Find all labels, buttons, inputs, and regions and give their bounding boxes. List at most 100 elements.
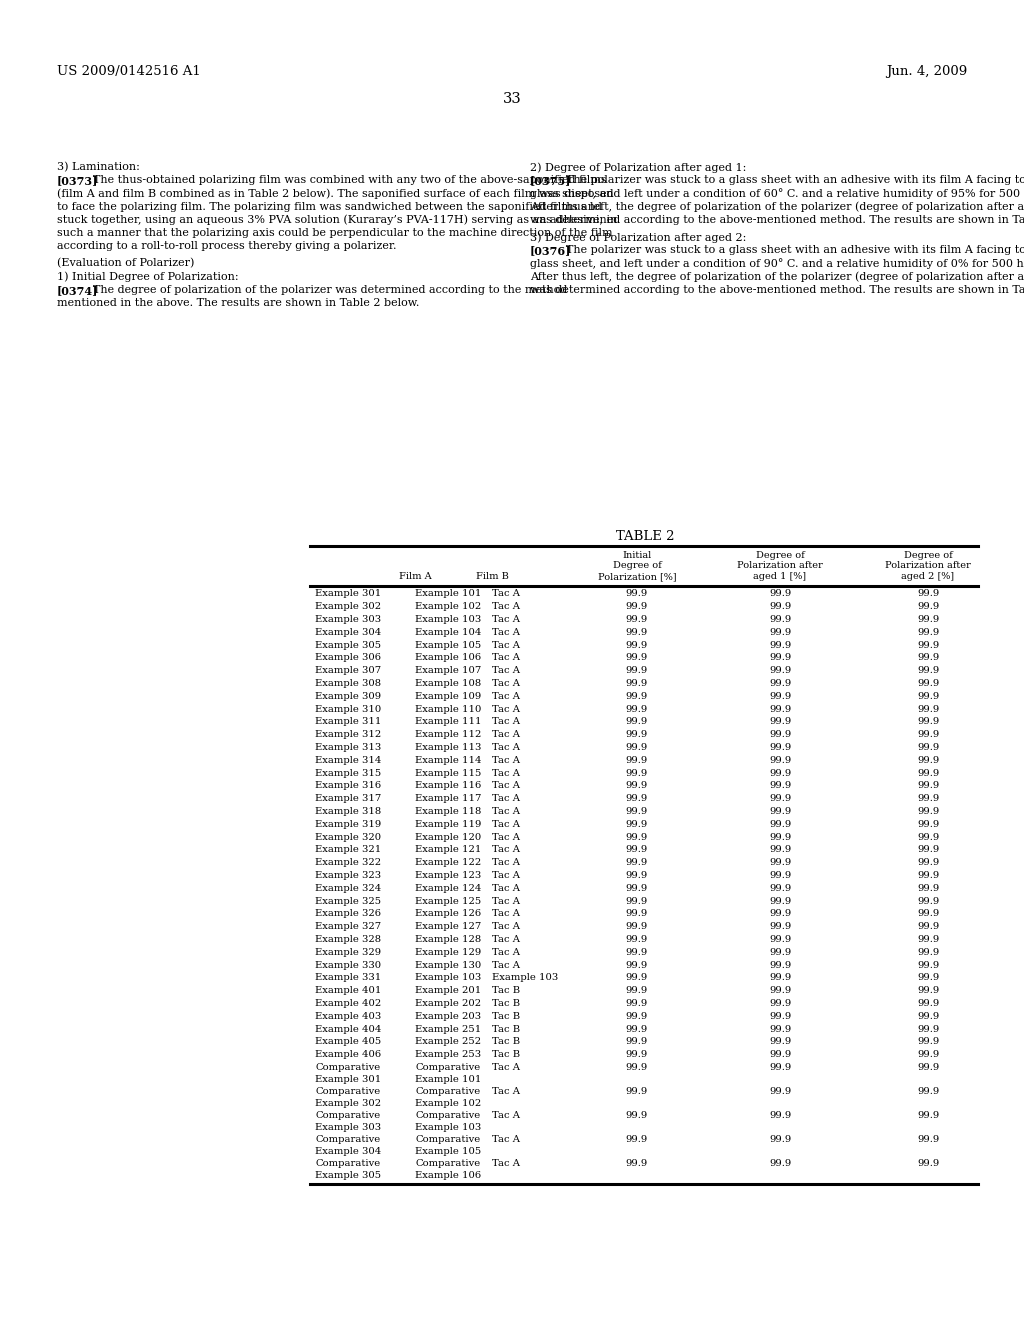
Text: The polarizer was stuck to a glass sheet with an adhesive with its film A facing: The polarizer was stuck to a glass sheet…: [566, 176, 1024, 185]
Text: 99.9: 99.9: [769, 935, 792, 944]
Text: (film A and film B combined as in Table 2 below). The saponified surface of each: (film A and film B combined as in Table …: [57, 189, 613, 199]
Text: Polarization after: Polarization after: [885, 561, 971, 570]
Text: Example 323: Example 323: [315, 871, 381, 880]
Text: was determined according to the above-mentioned method. The results are shown in: was determined according to the above-me…: [530, 285, 1024, 294]
Text: Tac A: Tac A: [492, 653, 520, 663]
Text: Example 314: Example 314: [315, 756, 381, 764]
Text: 99.9: 99.9: [626, 678, 648, 688]
Text: Example 125: Example 125: [415, 896, 481, 906]
Text: 99.9: 99.9: [626, 935, 648, 944]
Text: Tac A: Tac A: [492, 858, 520, 867]
Text: Comparative: Comparative: [315, 1135, 380, 1144]
Text: Tac A: Tac A: [492, 1111, 520, 1121]
Text: Tac A: Tac A: [492, 678, 520, 688]
Text: 99.9: 99.9: [769, 948, 792, 957]
Text: Tac A: Tac A: [492, 820, 520, 829]
Text: Degree of: Degree of: [756, 550, 805, 560]
Text: 99.9: 99.9: [916, 1088, 939, 1096]
Text: Example 304: Example 304: [315, 1147, 381, 1156]
Text: Example 128: Example 128: [415, 935, 481, 944]
Text: was determined according to the above-mentioned method. The results are shown in: was determined according to the above-me…: [530, 215, 1024, 224]
Text: The polarizer was stuck to a glass sheet with an adhesive with its film A facing: The polarizer was stuck to a glass sheet…: [566, 246, 1024, 255]
Text: Tac A: Tac A: [492, 1088, 520, 1096]
Text: Example 401: Example 401: [315, 986, 381, 995]
Text: Example 102: Example 102: [415, 1098, 481, 1107]
Text: 99.9: 99.9: [769, 795, 792, 804]
Text: Tac A: Tac A: [492, 718, 520, 726]
Text: 99.9: 99.9: [626, 871, 648, 880]
Text: 99.9: 99.9: [916, 973, 939, 982]
Text: 99.9: 99.9: [626, 1051, 648, 1059]
Text: Example 103: Example 103: [492, 973, 558, 982]
Text: Example 104: Example 104: [415, 628, 481, 636]
Text: 99.9: 99.9: [916, 1135, 939, 1144]
Text: 99.9: 99.9: [916, 833, 939, 842]
Text: 99.9: 99.9: [916, 795, 939, 804]
Text: Example 405: Example 405: [315, 1038, 381, 1047]
Text: 99.9: 99.9: [626, 628, 648, 636]
Text: Tac A: Tac A: [492, 667, 520, 676]
Text: Example 101: Example 101: [415, 1074, 481, 1084]
Text: 99.9: 99.9: [626, 1159, 648, 1168]
Text: aged 2 [%]: aged 2 [%]: [901, 572, 954, 581]
Text: Tac B: Tac B: [492, 986, 520, 995]
Text: Tac B: Tac B: [492, 1051, 520, 1059]
Text: Example 327: Example 327: [315, 923, 381, 932]
Text: Tac A: Tac A: [492, 640, 520, 649]
Text: Example 310: Example 310: [315, 705, 381, 714]
Text: Example 251: Example 251: [415, 1024, 481, 1034]
Text: 99.9: 99.9: [626, 820, 648, 829]
Text: Example 312: Example 312: [315, 730, 381, 739]
Text: Tac A: Tac A: [492, 692, 520, 701]
Text: 99.9: 99.9: [626, 615, 648, 624]
Text: Tac A: Tac A: [492, 935, 520, 944]
Text: to face the polarizing film. The polarizing film was sandwiched between the sapo: to face the polarizing film. The polariz…: [57, 202, 602, 211]
Text: US 2009/0142516 A1: US 2009/0142516 A1: [57, 65, 201, 78]
Text: 99.9: 99.9: [916, 935, 939, 944]
Text: 99.9: 99.9: [769, 896, 792, 906]
Text: Tac A: Tac A: [492, 602, 520, 611]
Text: Tac A: Tac A: [492, 923, 520, 932]
Text: Example 306: Example 306: [315, 653, 381, 663]
Text: 99.9: 99.9: [626, 973, 648, 982]
Text: Example 406: Example 406: [315, 1051, 381, 1059]
Text: 99.9: 99.9: [916, 692, 939, 701]
Text: 99.9: 99.9: [626, 705, 648, 714]
Text: Comparative: Comparative: [415, 1088, 480, 1096]
Text: 99.9: 99.9: [769, 653, 792, 663]
Text: Tac A: Tac A: [492, 590, 520, 598]
Text: Example 253: Example 253: [415, 1051, 481, 1059]
Text: Tac A: Tac A: [492, 628, 520, 636]
Text: 99.9: 99.9: [916, 909, 939, 919]
Text: 99.9: 99.9: [916, 896, 939, 906]
Text: 99.9: 99.9: [916, 1159, 939, 1168]
Text: Example 130: Example 130: [415, 961, 481, 970]
Text: aged 1 [%]: aged 1 [%]: [754, 572, 807, 581]
Text: 99.9: 99.9: [916, 871, 939, 880]
Text: Example 317: Example 317: [315, 795, 381, 804]
Text: 99.9: 99.9: [769, 1012, 792, 1020]
Text: Example 313: Example 313: [315, 743, 381, 752]
Text: Example 302: Example 302: [315, 602, 381, 611]
Text: [0373]: [0373]: [57, 176, 98, 186]
Text: 99.9: 99.9: [626, 1038, 648, 1047]
Text: 99.9: 99.9: [769, 628, 792, 636]
Text: 99.9: 99.9: [916, 640, 939, 649]
Text: Example 113: Example 113: [415, 743, 481, 752]
Text: 99.9: 99.9: [916, 628, 939, 636]
Text: 99.9: 99.9: [916, 615, 939, 624]
Text: 99.9: 99.9: [626, 768, 648, 777]
Text: Example 103: Example 103: [415, 615, 481, 624]
Text: 99.9: 99.9: [916, 730, 939, 739]
Text: 99.9: 99.9: [626, 948, 648, 957]
Text: After thus left, the degree of polarization of the polarizer (degree of polariza: After thus left, the degree of polarizat…: [530, 272, 1024, 282]
Text: Tac A: Tac A: [492, 730, 520, 739]
Text: Tac A: Tac A: [492, 948, 520, 957]
Text: 99.9: 99.9: [626, 884, 648, 892]
Text: (Evaluation of Polarizer): (Evaluation of Polarizer): [57, 259, 195, 269]
Text: 99.9: 99.9: [916, 986, 939, 995]
Text: 99.9: 99.9: [626, 590, 648, 598]
Text: 99.9: 99.9: [916, 602, 939, 611]
Text: 99.9: 99.9: [769, 1038, 792, 1047]
Text: Example 105: Example 105: [415, 1147, 481, 1156]
